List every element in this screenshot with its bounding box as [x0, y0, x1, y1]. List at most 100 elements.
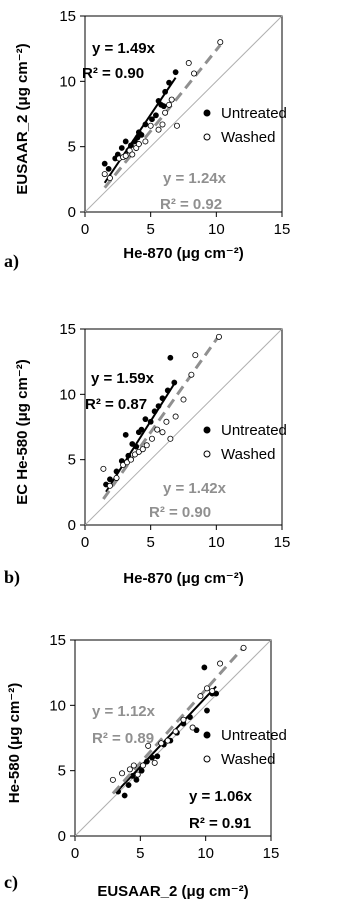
untreated-point — [122, 431, 129, 438]
washed-point — [172, 413, 179, 420]
washed-point — [130, 762, 137, 769]
washed-point — [189, 724, 196, 731]
legend-washed-label: Washed — [221, 446, 275, 463]
untreated-point — [101, 160, 108, 167]
washed-fit-r2: R² = 0.92 — [160, 196, 222, 213]
washed-fit-line — [111, 646, 245, 795]
washed-point — [142, 138, 149, 145]
one-to-one-line — [74, 639, 272, 837]
chart-panel-1: 00 5 5 10 10 15 15 y = 1.49x R² = 0.90 y = 1.24x R… — [4, 8, 290, 272]
washed-point — [185, 60, 192, 67]
plot-area-frame — [74, 639, 272, 837]
legend-untreated-marker — [203, 731, 211, 739]
washed-point — [217, 39, 224, 46]
washed-point — [159, 429, 166, 436]
washed-point — [197, 693, 204, 700]
untreated-fit-equation: y = 1.06x — [189, 788, 253, 805]
washed-point — [215, 333, 222, 340]
y-tick-label: 15 — [59, 8, 76, 25]
untreated-point — [160, 103, 167, 110]
untreated-point — [134, 134, 141, 141]
untreated-fit-r2: R² = 0.90 — [82, 65, 144, 82]
washed-point — [180, 396, 187, 403]
untreated-fit-r2: R² = 0.87 — [85, 396, 147, 413]
untreated-point — [201, 664, 208, 671]
washed-point — [209, 687, 216, 694]
legend-untreated-marker — [203, 426, 211, 434]
washed-point — [162, 109, 169, 116]
y-tick-label: 10 — [59, 386, 76, 403]
legend-untreated-label: Untreated — [221, 422, 287, 439]
washed-point — [168, 96, 175, 103]
panel-label: c) — [4, 872, 18, 893]
washed-point — [147, 122, 154, 129]
untreated-point — [162, 88, 169, 95]
washed-point — [113, 474, 120, 481]
one-to-one-line — [84, 15, 283, 213]
x-tick-label: 15 — [274, 534, 291, 551]
washed-point — [129, 151, 136, 158]
washed-point — [217, 660, 224, 667]
washed-point — [167, 435, 174, 442]
x-tick-label: 0 — [81, 221, 89, 238]
washed-point — [164, 737, 171, 744]
washed-point — [188, 371, 195, 378]
untreated-point — [133, 776, 140, 783]
untreated-point — [153, 112, 159, 119]
washed-fit-equation: y = 1.12x — [92, 703, 156, 720]
x-tick-label: 5 — [146, 221, 154, 238]
y-tick-label: 10 — [59, 73, 76, 90]
washed-point — [100, 465, 107, 472]
washed-point — [119, 770, 126, 777]
washed-point — [134, 771, 141, 778]
untreated-point — [125, 782, 132, 788]
untreated-point — [151, 408, 158, 415]
untreated-point — [149, 116, 155, 123]
washed-point — [172, 728, 179, 735]
washed-fit-equation: y = 1.24x — [163, 170, 227, 187]
one-to-one-line — [84, 328, 283, 526]
untreated-point — [107, 476, 113, 483]
washed-point — [148, 435, 155, 442]
washed-point — [106, 175, 113, 182]
washed-point — [240, 644, 247, 651]
washed-point — [203, 685, 210, 692]
washed-point — [158, 740, 165, 747]
y-tick-label: 15 — [59, 321, 76, 338]
washed-point — [192, 352, 199, 359]
washed-point — [101, 171, 108, 178]
y-axis-label: EUSAAR_2 (μg cm⁻²) — [14, 43, 31, 194]
untreated-point — [154, 753, 161, 760]
x-axis-label: EUSAAR_2 (μg cm⁻²) — [97, 883, 248, 900]
untreated-point — [142, 121, 149, 128]
untreated-point — [138, 132, 145, 138]
legend-washed-marker — [203, 133, 211, 141]
untreated-point — [113, 468, 120, 475]
washed-fit-r2: R² = 0.89 — [92, 730, 154, 747]
panel-label: a) — [4, 251, 19, 272]
washed-point — [154, 426, 161, 433]
untreated-point — [118, 145, 125, 151]
washed-point — [191, 70, 198, 77]
legend-untreated-label: Untreated — [221, 727, 287, 744]
washed-point — [143, 442, 150, 449]
washed-point — [126, 766, 133, 773]
washed-point — [155, 126, 162, 133]
washed-point — [145, 742, 152, 749]
legend-washed-label: Washed — [221, 751, 275, 768]
y-axis-label: He-580 (μg cm⁻²) — [6, 683, 23, 803]
untreated-point — [149, 754, 155, 761]
y-axis-label: EC He-580 (μg cm⁻²) — [14, 359, 31, 504]
washed-fit-equation: y = 1.42x — [163, 480, 227, 497]
untreated-point — [138, 426, 145, 433]
washed-point — [127, 456, 134, 463]
washed-point — [159, 121, 166, 128]
washed-point — [173, 122, 180, 129]
washed-point — [180, 716, 187, 723]
x-axis-label: He-870 (μg cm⁻²) — [123, 570, 243, 587]
y-tick-label: 5 — [68, 452, 76, 469]
x-tick-label: 10 — [208, 534, 225, 551]
untreated-point — [159, 395, 166, 402]
washed-point — [122, 152, 129, 159]
